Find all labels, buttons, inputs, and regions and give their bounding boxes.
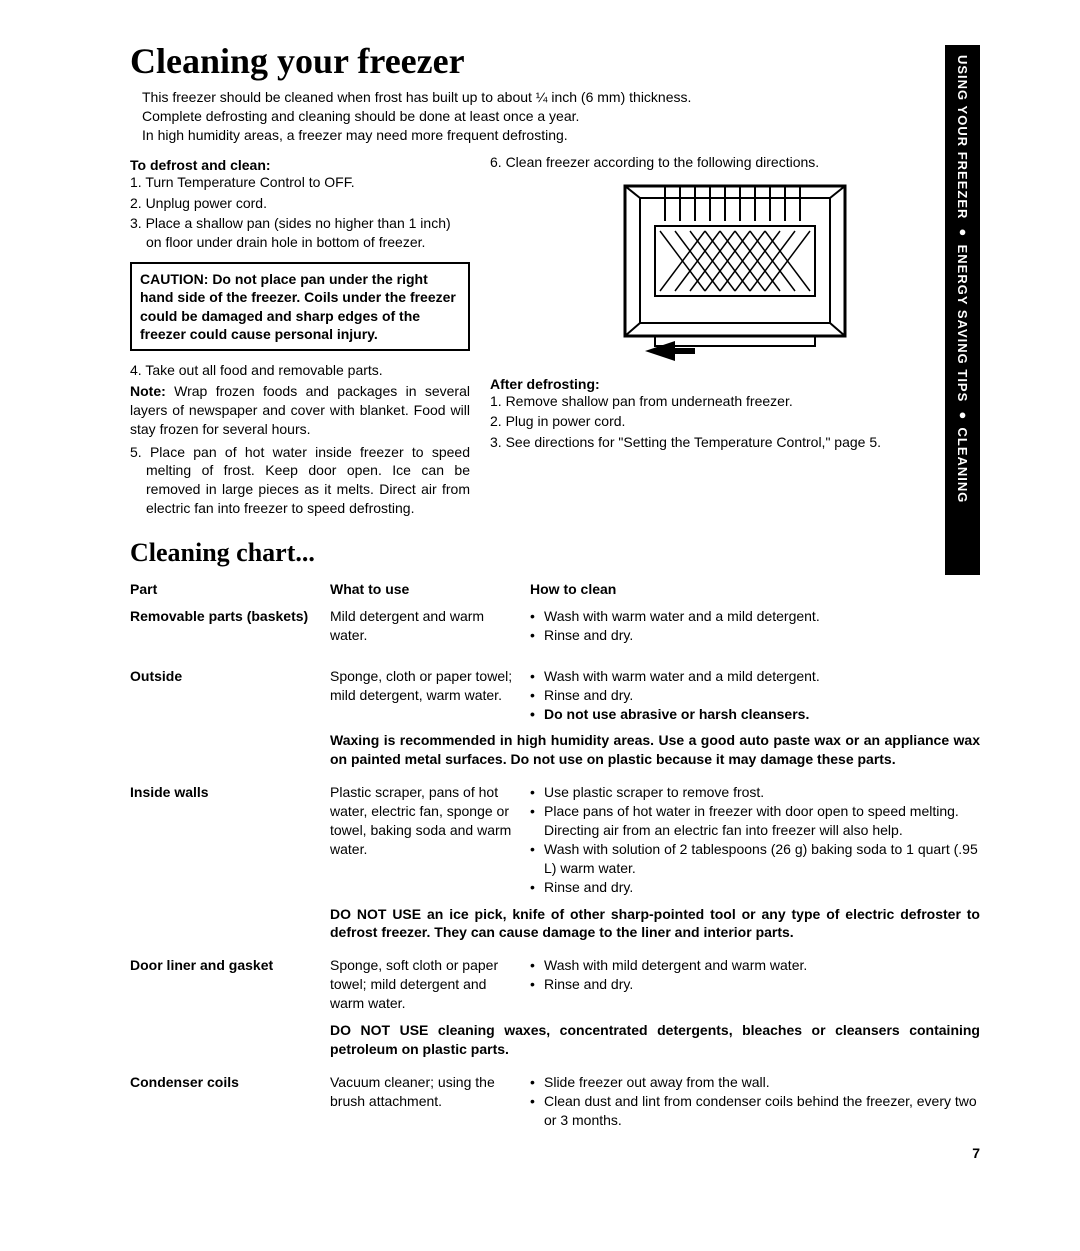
chart-header-row: Part What to use How to clean — [130, 580, 980, 599]
cleaning-chart: Part What to use How to clean Removable … — [130, 580, 1030, 1151]
cell-part: Outside — [130, 667, 330, 724]
note-label: Note: — [130, 383, 166, 399]
col-header-how: How to clean — [530, 580, 980, 599]
page-title: Cleaning your freezer — [130, 40, 1030, 82]
defrost-step: 3. Place a shallow pan (sides no higher … — [130, 214, 470, 252]
cell-how: Wash with mild detergent and warm water.… — [530, 956, 980, 1013]
cell-use: Sponge, cloth or paper towel; mild deter… — [330, 667, 530, 724]
note-text: Wrap frozen foods and packages in severa… — [130, 383, 470, 437]
defrost-step: 6. Clean freezer according to the follow… — [490, 153, 980, 172]
intro-line: This freezer should be cleaned when fros… — [142, 88, 1030, 107]
caution-box: CAUTION: Do not place pan under the righ… — [130, 262, 470, 351]
cell-use: Sponge, soft cloth or paper towel; mild … — [330, 956, 530, 1013]
after-step: 1. Remove shallow pan from underneath fr… — [490, 392, 980, 411]
after-heading: After defrosting: — [490, 376, 980, 392]
how-item: Rinse and dry. — [530, 626, 980, 645]
intro-line: In high humidity areas, a freezer may ne… — [142, 126, 1030, 145]
chart-note: DO NOT USE cleaning waxes, concentrated … — [330, 1021, 980, 1059]
col-header-use: What to use — [330, 580, 530, 599]
cell-part: Condenser coils — [130, 1073, 330, 1130]
how-item: Slide freezer out away from the wall. — [530, 1073, 980, 1092]
chart-row: Removable parts (baskets)Mild detergent … — [130, 607, 980, 645]
chart-row: Inside wallsPlastic scraper, pans of hot… — [130, 783, 980, 896]
cell-part: Removable parts (baskets) — [130, 607, 330, 645]
how-item: Clean dust and lint from condenser coils… — [530, 1092, 980, 1130]
chart-note: Waxing is recommended in high humidity a… — [330, 731, 980, 769]
how-item: Wash with warm water and a mild detergen… — [530, 607, 980, 626]
how-item: Use plastic scraper to remove frost. — [530, 783, 980, 802]
how-item: Wash with mild detergent and warm water. — [530, 956, 980, 975]
how-item: Wash with solution of 2 tablespoons (26 … — [530, 840, 980, 878]
defrost-step: 4. Take out all food and removable parts… — [130, 361, 470, 380]
intro-text: This freezer should be cleaned when fros… — [130, 88, 1030, 145]
defrost-step: 5. Place pan of hot water inside freezer… — [130, 443, 470, 519]
page-content: Cleaning your freezer This freezer shoul… — [0, 0, 1080, 1181]
cell-part: Inside walls — [130, 783, 330, 896]
chart-note: DO NOT USE an ice pick, knife of other s… — [330, 905, 980, 943]
col-header-part: Part — [130, 580, 330, 599]
after-step: 3. See directions for "Setting the Tempe… — [490, 433, 980, 452]
chart-row: Condenser coilsVacuum cleaner; using the… — [130, 1073, 980, 1130]
intro-line: Complete defrosting and cleaning should … — [142, 107, 1030, 126]
how-item: Wash with warm water and a mild detergen… — [530, 667, 980, 686]
cell-use: Vacuum cleaner; using the brush attachme… — [330, 1073, 530, 1130]
cell-how: Slide freezer out away from the wall.Cle… — [530, 1073, 980, 1130]
cell-how: Wash with warm water and a mild detergen… — [530, 607, 980, 645]
page-number: 7 — [972, 1145, 980, 1161]
after-step: 2. Plug in power cord. — [490, 412, 980, 431]
defrost-heading: To defrost and clean: — [130, 157, 470, 173]
how-item: Rinse and dry. — [530, 878, 980, 897]
left-column: To defrost and clean: 1. Turn Temperatur… — [130, 153, 470, 520]
freezer-diagram — [605, 176, 865, 366]
how-item: Place pans of hot water in freezer with … — [530, 802, 980, 840]
cell-how: Wash with warm water and a mild detergen… — [530, 667, 980, 724]
how-item: Rinse and dry. — [530, 975, 980, 994]
right-column: 6. Clean freezer according to the follow… — [490, 153, 1030, 520]
chart-row: OutsideSponge, cloth or paper towel; mil… — [130, 667, 980, 724]
note-block: Note: Wrap frozen foods and packages in … — [130, 382, 470, 439]
how-item: Rinse and dry. — [530, 686, 980, 705]
cell-use: Plastic scraper, pans of hot water, elec… — [330, 783, 530, 896]
chart-row: Door liner and gasketSponge, soft cloth … — [130, 956, 980, 1013]
defrost-step: 2. Unplug power cord. — [130, 194, 470, 213]
chart-title: Cleaning chart... — [130, 538, 1030, 568]
how-item-bold: Do not use abrasive or harsh cleansers. — [530, 705, 980, 724]
defrost-step: 1. Turn Temperature Control to OFF. — [130, 173, 470, 192]
two-column-section: To defrost and clean: 1. Turn Temperatur… — [130, 153, 1030, 520]
cell-part: Door liner and gasket — [130, 956, 330, 1013]
cell-use: Mild detergent and warm water. — [330, 607, 530, 645]
cell-how: Use plastic scraper to remove frost.Plac… — [530, 783, 980, 896]
